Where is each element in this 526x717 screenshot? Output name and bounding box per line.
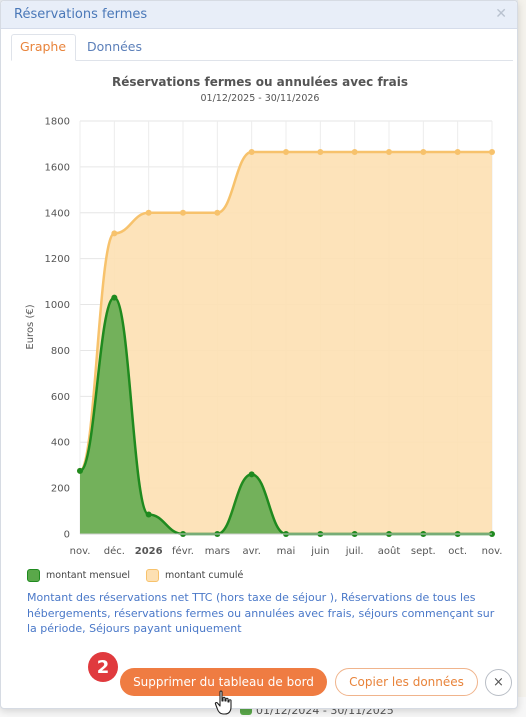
y-tick-label: 400: [51, 438, 70, 449]
data-point-1: [386, 148, 392, 155]
tab-graphe[interactable]: Graphe: [11, 34, 76, 61]
y-tick-label: 1400: [45, 208, 70, 219]
x-tick-label: 2026: [135, 546, 163, 557]
chart-subtitle: 01/12/2025 - 30/11/2026: [200, 93, 320, 104]
remove-from-dashboard-button[interactable]: Supprimer du tableau de bord: [120, 668, 327, 696]
x-tick-label: avr.: [242, 546, 260, 557]
y-tick-label: 600: [51, 392, 70, 403]
data-point-1: [489, 148, 495, 155]
legend-item-cumule[interactable]: montant cumulé: [145, 569, 244, 582]
data-point-1: [454, 148, 461, 155]
report-modal: Réservations fermes ✕ Graphe Données Rés…: [0, 0, 518, 709]
data-point-0: [248, 471, 255, 478]
x-tick-label: juin: [310, 546, 329, 557]
legend-label-mensuel: montant mensuel: [46, 570, 130, 581]
copy-data-button[interactable]: Copier les données: [335, 668, 478, 696]
x-tick-label: août: [378, 545, 401, 557]
chart-description: Montant des réservations net TTC (hors t…: [27, 591, 495, 635]
x-tick-label: déc.: [104, 545, 125, 557]
tab-donnees[interactable]: Données: [87, 39, 143, 54]
data-point-1: [145, 209, 152, 216]
x-tick-label: mai: [277, 546, 296, 557]
data-point-1: [214, 209, 221, 216]
data-point-1: [111, 230, 118, 237]
data-point-1: [317, 148, 324, 155]
y-axis-label: Euros (€): [25, 304, 36, 349]
x-tick-label: sept.: [411, 546, 436, 557]
chart-legend: montant mensuel montant cumulé: [27, 569, 259, 582]
step-badge: 2: [88, 652, 118, 682]
close-button[interactable]: ×: [485, 669, 512, 696]
series-area-1: [80, 151, 492, 534]
x-tick-label: nov.: [70, 546, 91, 557]
data-point-0: [111, 294, 118, 301]
data-point-1: [180, 209, 186, 216]
y-tick-label: 800: [51, 346, 70, 357]
y-tick-label: 1000: [45, 300, 70, 311]
tab-bar: Graphe Données: [11, 34, 513, 61]
data-point-0: [145, 511, 152, 518]
legend-swatch-cumule: [145, 569, 159, 582]
y-tick-label: 0: [64, 530, 70, 541]
modal-title: Réservations fermes: [14, 7, 148, 22]
x-tick-label: juil.: [345, 546, 364, 557]
legend-swatch-mensuel: [27, 569, 40, 582]
data-point-1: [351, 148, 358, 155]
x-tick-label: oct.: [448, 546, 467, 557]
x-tick-label: févr.: [172, 545, 194, 557]
data-point-1: [420, 148, 427, 155]
y-tick-label: 1800: [45, 117, 70, 128]
data-point-0: [77, 467, 83, 474]
y-tick-label: 1600: [45, 162, 70, 173]
chart-title: Réservations fermes ou annulées avec fra…: [112, 75, 408, 89]
data-point-1: [283, 148, 289, 155]
x-tick-label: nov.: [482, 546, 503, 557]
data-point-1: [248, 148, 255, 155]
hand-cursor-icon: [214, 690, 232, 715]
legend-item-mensuel[interactable]: montant mensuel: [27, 569, 130, 582]
close-icon: ×: [493, 675, 504, 690]
y-tick-label: 1200: [45, 254, 70, 265]
chart-area: 0 200 400 600 800 1000 1200 1400 1600 1800 nov. déc…: [25, 117, 503, 558]
close-icon[interactable]: ✕: [495, 6, 507, 22]
y-tick-label: 200: [51, 484, 70, 495]
background-page-strip: [518, 0, 526, 717]
legend-label-cumule: montant cumulé: [164, 570, 244, 581]
series-area-0: [80, 297, 492, 534]
series-line-1: [78, 150, 492, 473]
modal-header: Réservations fermes ✕: [1, 1, 517, 29]
x-tick-label: mars: [205, 546, 230, 557]
